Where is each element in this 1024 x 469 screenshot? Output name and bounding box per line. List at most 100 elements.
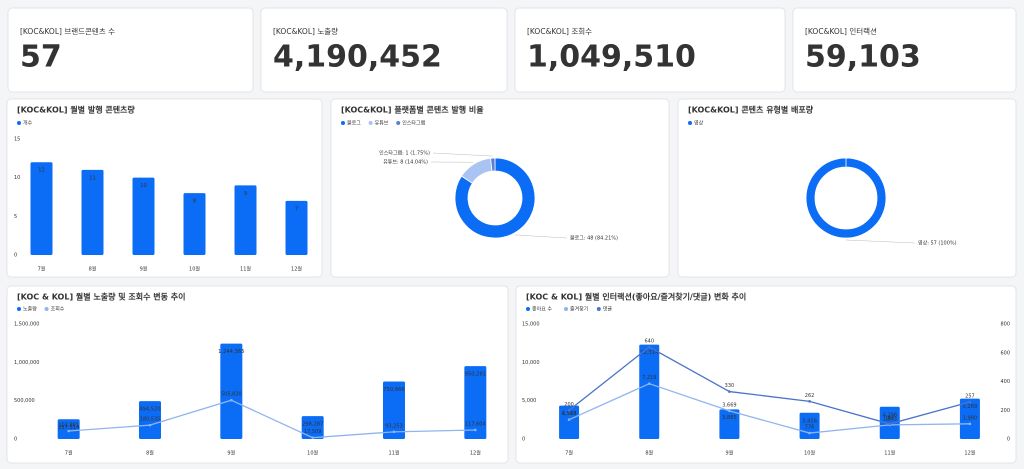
y2-tick-label: 0 (1007, 437, 1010, 443)
pie-label: 블로그: 48 (84.21%) (570, 235, 618, 242)
line-series (568, 346, 971, 425)
line-value-label: 200 (564, 402, 574, 408)
bar-value-label: 12,314 (640, 350, 659, 356)
legend-swatch (564, 307, 568, 311)
x-tick-label: 12월 (964, 450, 975, 457)
line-value-label: 776 (805, 425, 815, 431)
line-value-label: 180,535 (140, 417, 161, 423)
legend-swatch (17, 121, 21, 125)
line-value-label: 93,253 (385, 423, 403, 429)
bar-value-label: 7 (295, 206, 298, 212)
kpi-value: 4,190,452 (273, 40, 442, 75)
pie-label: 인스타그램: 1 (1.75%) (379, 150, 430, 157)
legend-label: 노출량 (23, 306, 37, 313)
bar-value-label: 950,281 (465, 372, 486, 378)
line-series (568, 382, 970, 434)
kpi-label: [KOC&KOL] 인터랙션 (805, 26, 877, 36)
card (7, 7, 254, 93)
y-tick-label: 500,000 (14, 398, 35, 404)
bar (383, 381, 405, 439)
legend-label: 영상 (694, 120, 704, 127)
legend-swatch (688, 121, 692, 125)
x-tick-label: 8월 (645, 450, 653, 457)
y2-tick-label: 800 (1000, 322, 1010, 328)
bar-value-label: 4,206 (882, 412, 897, 418)
kpi-label: [KOC&KOL] 노출량 (273, 26, 338, 36)
chart-title: [KOC & KOL] 월별 인터랙션(좋아요/즐겨찾기/댓글) 변화 추이 (526, 292, 746, 302)
kpi-label: [KOC&KOL] 브랜드콘텐츠 수 (20, 26, 115, 36)
pie-slice (805, 157, 887, 239)
legend-swatch (341, 121, 345, 125)
x-tick-label: 11월 (389, 450, 400, 457)
line-point (567, 408, 571, 412)
x-tick-label: 8월 (89, 266, 97, 273)
line-point (647, 382, 651, 385)
bar-value-label: 298,287 (302, 422, 323, 428)
bar (301, 416, 324, 439)
legend-label: 댓글 (603, 306, 613, 313)
bar (57, 419, 80, 439)
bar-value-label: 11 (89, 175, 96, 181)
x-tick-label: 7월 (38, 266, 46, 273)
bar-value-label: 8 (193, 199, 196, 205)
bar-value-label: 4,348 (562, 411, 577, 417)
line-point (808, 431, 811, 435)
bar-value-label: 3,416 (802, 418, 817, 424)
y2-tick-label: 400 (1000, 379, 1010, 385)
legend-swatch (44, 307, 49, 311)
bar-value-label: 5,269 (962, 404, 977, 410)
bar-value-label: 750,666 (383, 387, 404, 393)
line-point (474, 428, 477, 432)
line-value-label: 505,830 (221, 392, 242, 398)
pie-label: 영상: 57 (100%) (918, 240, 957, 247)
line-value-label: 105 (885, 415, 895, 421)
x-tick-label: 11월 (884, 450, 895, 457)
line-point (67, 429, 70, 433)
x-tick-label: 11월 (240, 266, 251, 273)
line-point (647, 345, 651, 349)
legend-label: 좋아요 수 (532, 306, 552, 313)
x-tick-label: 7월 (65, 450, 73, 457)
x-tick-label: 7월 (565, 450, 573, 457)
line-point (968, 400, 972, 404)
legend-label: 블로그 (347, 120, 361, 127)
line-series (68, 399, 476, 439)
x-tick-label: 8월 (146, 450, 154, 457)
bar-value-label: 10 (140, 183, 147, 189)
pie-slice (454, 157, 536, 239)
legend-label: 유튜브 (375, 121, 389, 127)
bar-value-label: 9 (244, 191, 247, 197)
y-tick-label: 0 (14, 437, 17, 443)
kpi-value: 1,049,510 (527, 40, 696, 75)
line-point (230, 398, 233, 402)
line-value-label: 1,980 (963, 415, 977, 421)
bar (234, 185, 257, 255)
line-value-label: 330 (725, 383, 735, 389)
x-tick-label: 12월 (470, 450, 481, 457)
bar (220, 343, 243, 439)
x-tick-label: 9월 (140, 266, 148, 273)
legend-swatch (17, 307, 21, 311)
x-tick-label: 10월 (307, 450, 318, 457)
line-value-label: 2,523 (562, 411, 576, 417)
legend-label: 개수 (23, 120, 33, 127)
bar (132, 177, 155, 255)
legend-swatch (596, 307, 601, 311)
x-tick-label: 9월 (227, 450, 235, 457)
y-tick-label: 1,000,000 (14, 360, 39, 366)
card (6, 98, 323, 278)
chart-title: [KOC&KOL] 플랫폼별 콘텐츠 발행 비율 (341, 105, 484, 115)
kpi-value: 57 (20, 40, 62, 75)
y2-tick-label: 600 (1000, 350, 1010, 356)
line-point (728, 409, 731, 413)
line-point (148, 423, 152, 427)
line-point (808, 400, 811, 403)
bar (559, 405, 580, 439)
leader-line (432, 152, 493, 157)
bar-value-label: 1,244,365 (218, 349, 244, 355)
line-value-label: 103,881 (58, 423, 79, 429)
bar (639, 344, 660, 439)
line-value-label: 640 (644, 339, 654, 345)
